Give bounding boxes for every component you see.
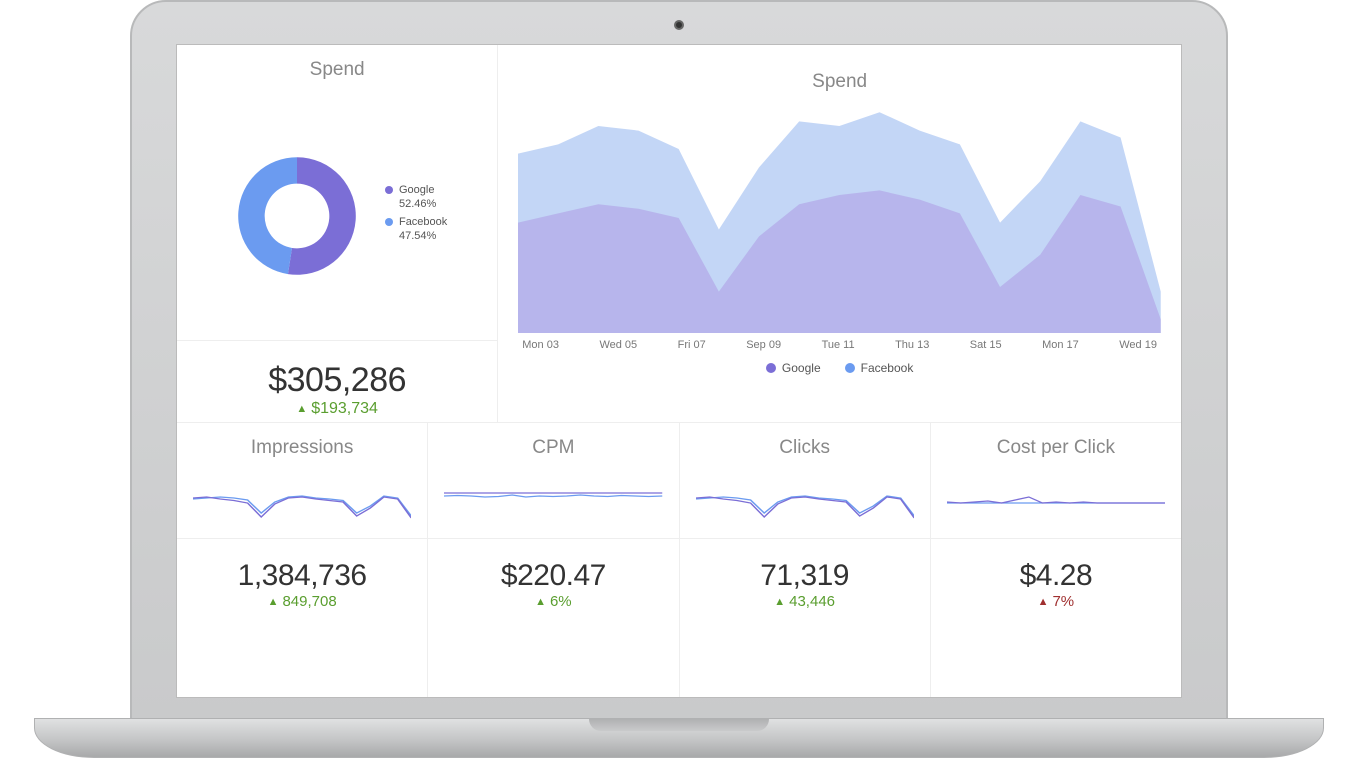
- metric-title: Impressions: [177, 423, 427, 469]
- legend-google-pct: 52.46%: [399, 198, 447, 210]
- google-swatch-icon: [385, 186, 393, 194]
- spend-total-delta: ▲ $193,734: [177, 400, 497, 418]
- metric-panel-impressions: Impressions1,384,736▲ 849,708: [177, 423, 428, 697]
- legend-google-label: Google: [399, 184, 434, 196]
- x-axis-label: Wed 05: [599, 339, 637, 351]
- metric-delta-value: 6%: [550, 593, 572, 610]
- sparkline-chart: [193, 478, 411, 528]
- triangle-down-icon: ▲: [1038, 596, 1049, 608]
- spend-donut-chart: [227, 146, 367, 286]
- metric-delta-value: 849,708: [282, 593, 336, 610]
- area-google-swatch-icon: [766, 363, 776, 373]
- metric-value: $220.47: [428, 559, 678, 593]
- area-legend-facebook: Facebook: [861, 361, 914, 375]
- x-axis-label: Sep 09: [746, 339, 781, 351]
- sparkline-chart: [444, 478, 662, 528]
- metric-title: Clicks: [680, 423, 930, 469]
- sparkline-wrap: [428, 469, 678, 539]
- metric-delta: ▲ 6%: [428, 593, 678, 610]
- x-axis-label: Mon 03: [522, 339, 559, 351]
- triangle-up-icon: ▲: [268, 596, 279, 608]
- legend-facebook-pct: 47.54%: [399, 230, 447, 242]
- laptop-base: [34, 718, 1324, 758]
- x-axis-label: Thu 13: [895, 339, 929, 351]
- metric-delta: ▲ 7%: [931, 593, 1181, 610]
- area-x-axis: Mon 03 Wed 05 Fri 07 Sep 09 Tue 11 Thu 13 Sat …: [518, 333, 1161, 357]
- sparkline-wrap: [931, 469, 1181, 539]
- metric-value: 71,319: [680, 559, 930, 593]
- spend-donut-title: Spend: [177, 45, 497, 91]
- legend-facebook-label: Facebook: [399, 216, 447, 228]
- sparkline-chart: [696, 478, 914, 528]
- dashboard-screen: Spend Google 52.46% Facebook: [176, 44, 1182, 698]
- facebook-swatch-icon: [385, 218, 393, 226]
- donut-legend: Google 52.46% Facebook 47.54%: [385, 184, 447, 248]
- metric-value: $4.28: [931, 559, 1181, 593]
- metric-panel-cpm: CPM$220.47▲ 6%: [428, 423, 679, 697]
- metric-title: Cost per Click: [931, 423, 1181, 469]
- spend-total: $305,286 ▲ $193,734: [177, 341, 497, 422]
- metric-delta-value: 43,446: [789, 593, 835, 610]
- spend-area-chart: [518, 103, 1161, 333]
- metric-stat: 71,319▲ 43,446: [680, 539, 930, 614]
- metric-stat: 1,384,736▲ 849,708: [177, 539, 427, 614]
- metric-panel-cost-per-click: Cost per Click$4.28▲ 7%: [931, 423, 1181, 697]
- metric-stat: $4.28▲ 7%: [931, 539, 1181, 614]
- spend-total-delta-value: $193,734: [311, 400, 378, 418]
- x-axis-label: Tue 11: [822, 339, 855, 351]
- laptop-frame: Spend Google 52.46% Facebook: [130, 0, 1228, 720]
- sparkline-wrap: [680, 469, 930, 539]
- metric-value: 1,384,736: [177, 559, 427, 593]
- area-legend-google: Google: [782, 361, 821, 375]
- metric-stat: $220.47▲ 6%: [428, 539, 678, 614]
- metric-panel-clicks: Clicks71,319▲ 43,446: [680, 423, 931, 697]
- spend-summary-panel: Spend Google 52.46% Facebook: [177, 45, 498, 422]
- spend-total-value: $305,286: [177, 361, 497, 400]
- x-axis-label: Fri 07: [678, 339, 706, 351]
- metric-delta-value: 7%: [1052, 593, 1074, 610]
- spend-area-title: Spend: [518, 57, 1161, 103]
- x-axis-label: Sat 15: [970, 339, 1002, 351]
- area-facebook-swatch-icon: [845, 363, 855, 373]
- triangle-up-icon: ▲: [296, 403, 307, 415]
- sparkline-wrap: [177, 469, 427, 539]
- sparkline-chart: [947, 478, 1165, 528]
- triangle-up-icon: ▲: [774, 596, 785, 608]
- metric-title: CPM: [428, 423, 678, 469]
- camera-icon: [674, 20, 684, 30]
- x-axis-label: Mon 17: [1042, 339, 1079, 351]
- area-legend: Google Facebook: [518, 357, 1161, 377]
- x-axis-label: Wed 19: [1119, 339, 1157, 351]
- triangle-up-icon: ▲: [535, 596, 546, 608]
- metric-delta: ▲ 43,446: [680, 593, 930, 610]
- metric-delta: ▲ 849,708: [177, 593, 427, 610]
- spend-trend-panel: Spend Mon 03 Wed 05 Fri 07 Sep 09 Tue 11 Thu …: [498, 45, 1181, 422]
